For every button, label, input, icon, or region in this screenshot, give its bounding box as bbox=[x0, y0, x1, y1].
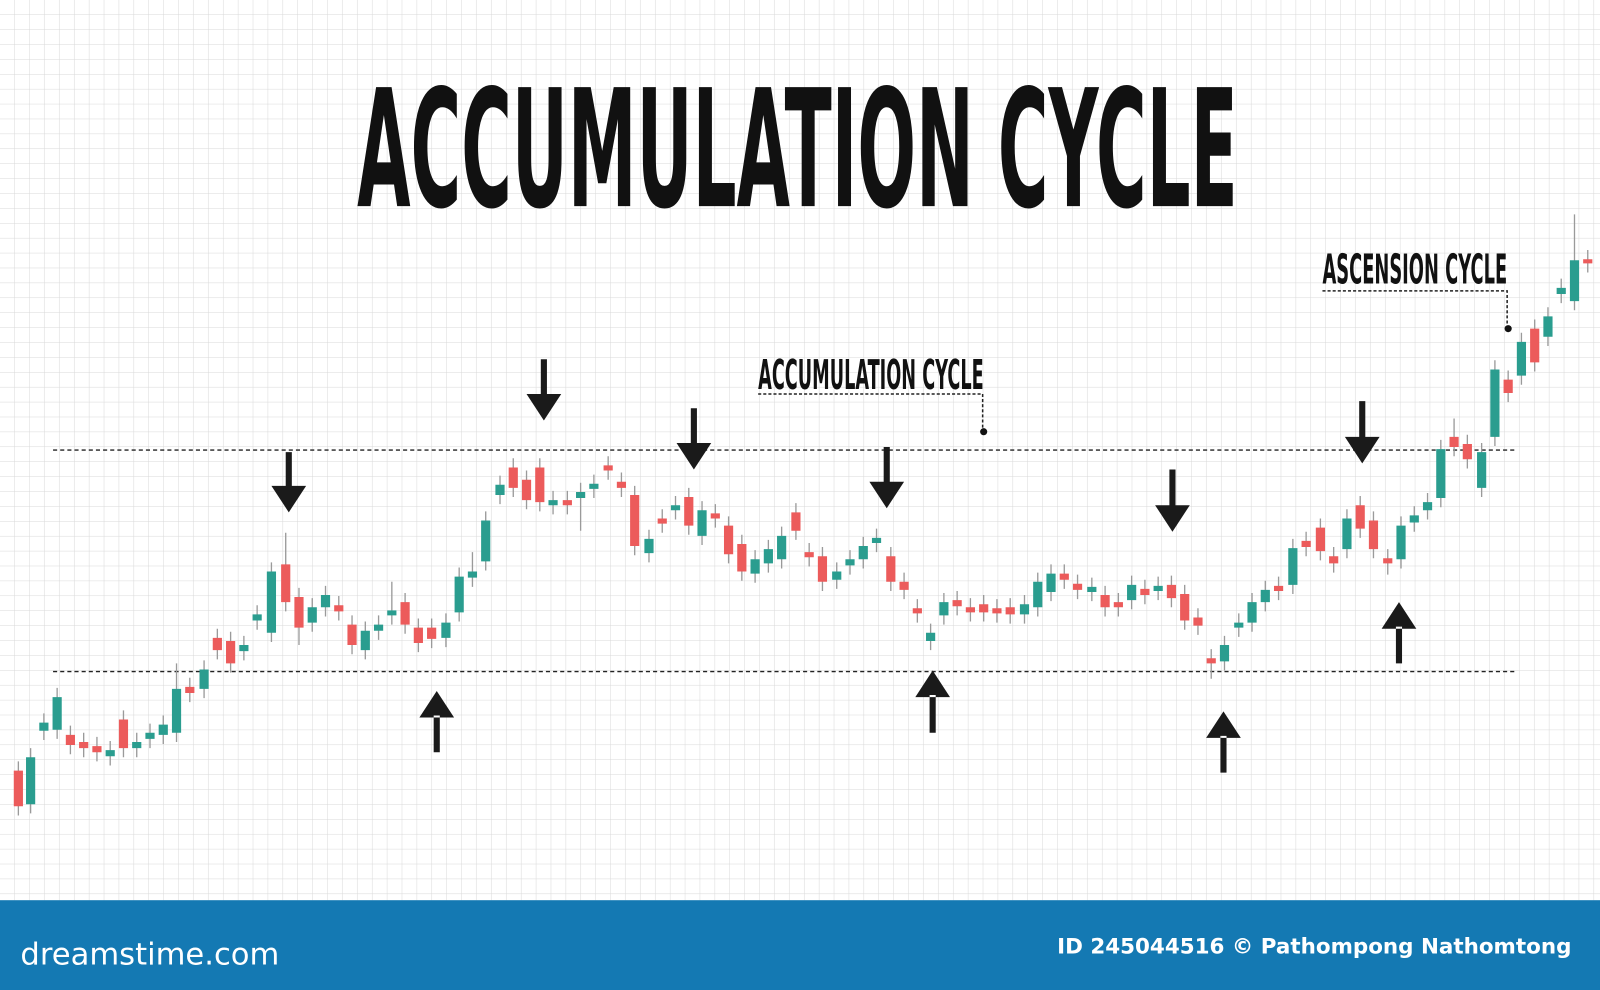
footer-credit: ID 245044516 © Pathompong Nathomtong bbox=[1057, 934, 1571, 959]
annotation-label: ASCENSION CYCLE bbox=[1322, 246, 1507, 294]
title: ACCUMULATION CYCLE bbox=[357, 54, 1238, 245]
footer-bar bbox=[0, 900, 1600, 990]
annotation-dot bbox=[1504, 325, 1512, 333]
annotation-dot bbox=[980, 428, 988, 436]
annotation-leader bbox=[758, 393, 984, 429]
footer-brand: dreamstime.com bbox=[20, 937, 279, 972]
annotation-label: ACCUMULATION CYCLE bbox=[758, 351, 984, 399]
range-lines bbox=[53, 449, 1516, 673]
annotation-leader bbox=[1322, 290, 1508, 326]
down-arrows bbox=[271, 359, 1380, 532]
